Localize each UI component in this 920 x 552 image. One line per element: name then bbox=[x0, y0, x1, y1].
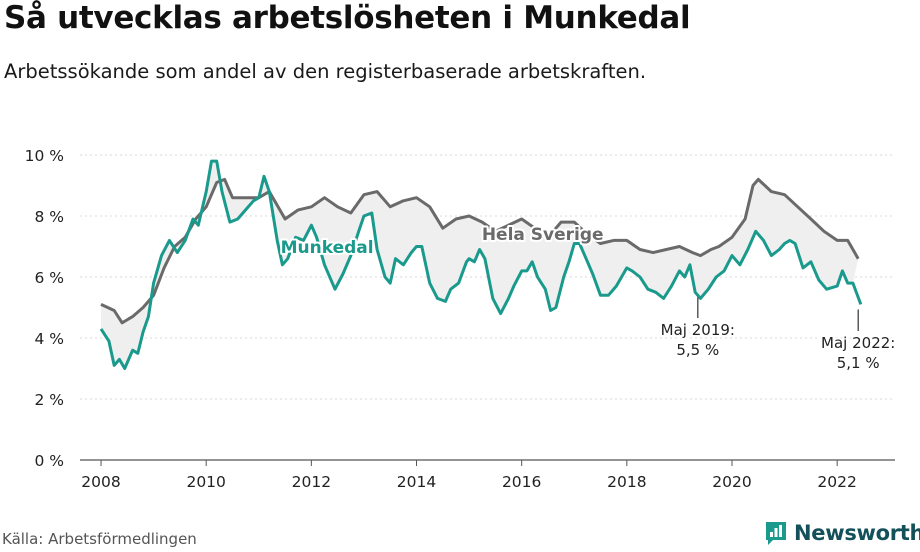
y-tick-label: 0 % bbox=[34, 452, 64, 470]
difference-band-layer bbox=[101, 161, 859, 369]
y-tick-label: 10 % bbox=[25, 147, 64, 165]
y-tick-label: 4 % bbox=[34, 330, 64, 348]
series-layer bbox=[99, 159, 863, 370]
x-tick-label: 2014 bbox=[397, 473, 436, 491]
y-tick-label: 6 % bbox=[34, 269, 64, 287]
brand-name: Newsworthy bbox=[794, 521, 920, 545]
series-line-munkedal bbox=[99, 159, 863, 370]
annotation-text: Maj 2019: bbox=[661, 321, 735, 339]
annotation-halo: Maj 2019: bbox=[661, 321, 735, 339]
page-title: Så utvecklas arbetslösheten i Munkedal bbox=[4, 0, 691, 36]
annotation-halo: 5,5 % bbox=[676, 341, 719, 359]
series-line-hela-sverige bbox=[100, 177, 860, 325]
annotation-halo: Maj 2022: bbox=[821, 334, 895, 352]
page-subtitle: Arbetssökande som andel av den registerb… bbox=[4, 60, 647, 83]
annotation-halo: 5,1 % bbox=[837, 354, 880, 372]
y-tick-label: 2 % bbox=[34, 391, 64, 409]
annotation-text: 5,5 % bbox=[676, 341, 719, 359]
x-tick-label: 2012 bbox=[292, 473, 331, 491]
x-tick-label: 2010 bbox=[186, 473, 225, 491]
brand-logo: Newsworthy bbox=[764, 518, 920, 548]
difference-band bbox=[101, 161, 859, 369]
source-note: Källa: Arbetsförmedlingen bbox=[2, 530, 197, 548]
x-tick-label: 2018 bbox=[607, 473, 646, 491]
x-tick-label: 2008 bbox=[81, 473, 120, 491]
annotation-text: 5,1 % bbox=[837, 354, 880, 372]
y-tick-label: 8 % bbox=[34, 208, 64, 226]
x-tick-label: 2022 bbox=[817, 473, 856, 491]
series-label-munkedal-halo: Munkedal bbox=[281, 238, 374, 258]
x-tick-label: 2020 bbox=[712, 473, 751, 491]
series-label-hela-sverige: Hela Sverige bbox=[482, 225, 604, 245]
series-label-hela-sverige-halo: Hela Sverige bbox=[482, 225, 604, 245]
grid-layer bbox=[80, 154, 895, 400]
axis-layer: 0 % 2 % 4 % 6 % 8 % 10 % 2008 2010 2012 2014 2016 2… bbox=[25, 147, 895, 491]
annotation-text: Maj 2022: bbox=[821, 334, 895, 352]
x-tick-label: 2016 bbox=[502, 473, 541, 491]
newsworthy-logo-icon bbox=[766, 522, 786, 545]
series-label-munkedal: Munkedal bbox=[281, 238, 374, 258]
